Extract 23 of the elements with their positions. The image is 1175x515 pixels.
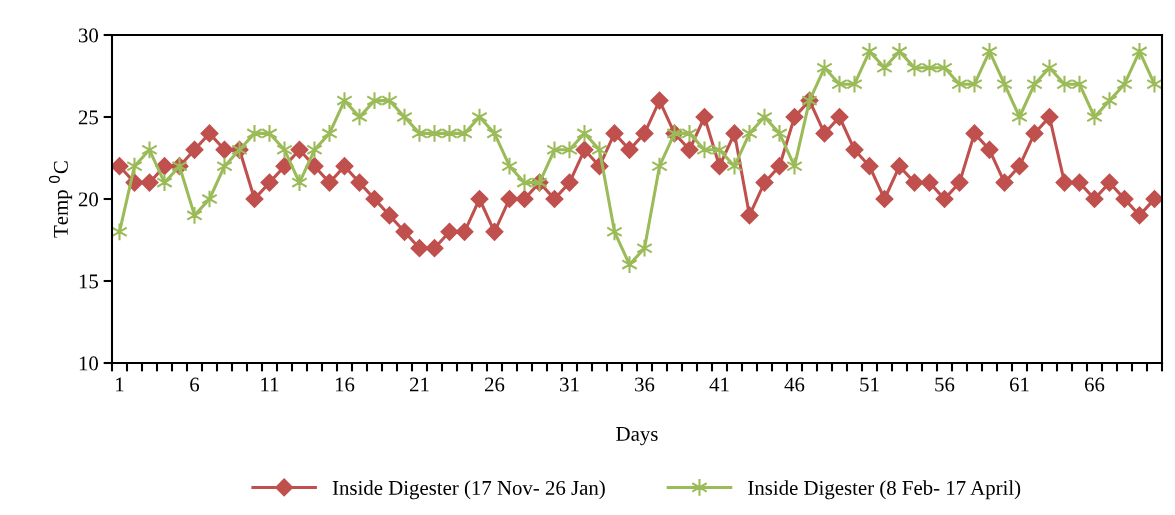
- x-axis-title: Days: [616, 427, 658, 446]
- x-tick-label: 11: [261, 377, 279, 392]
- x-tick-label: 1: [116, 377, 124, 392]
- y-axis-title: Temp $^{0}$C: [48, 161, 73, 238]
- legend-label: Inside Digester (17 Nov- 26 Jan): [332, 480, 605, 500]
- x-tick-label: 51: [860, 377, 879, 392]
- y-tick-label: 15: [79, 274, 98, 289]
- x-tick-label: 36: [635, 377, 655, 392]
- x-tick-label: 56: [935, 377, 955, 392]
- x-tick-label: 46: [784, 377, 805, 392]
- y-tick-label: 30: [78, 28, 99, 43]
- x-tick-label: 21: [410, 377, 429, 392]
- x-tick-label: 6: [190, 377, 200, 392]
- y-tick-label: 10: [79, 356, 99, 371]
- x-tick-label: 31: [560, 377, 579, 392]
- x-tick-label: 26: [485, 377, 505, 392]
- x-tick-label: 66: [1084, 377, 1105, 392]
- x-tick-label: 61: [1009, 377, 1029, 392]
- x-tick-label: 16: [335, 377, 355, 392]
- y-tick-label: 25: [78, 110, 98, 125]
- x-tick-label: 41: [709, 377, 729, 392]
- legend-label: Inside Digester (8 Feb- 17 April): [748, 480, 1021, 500]
- y-tick-label: 20: [78, 192, 99, 207]
